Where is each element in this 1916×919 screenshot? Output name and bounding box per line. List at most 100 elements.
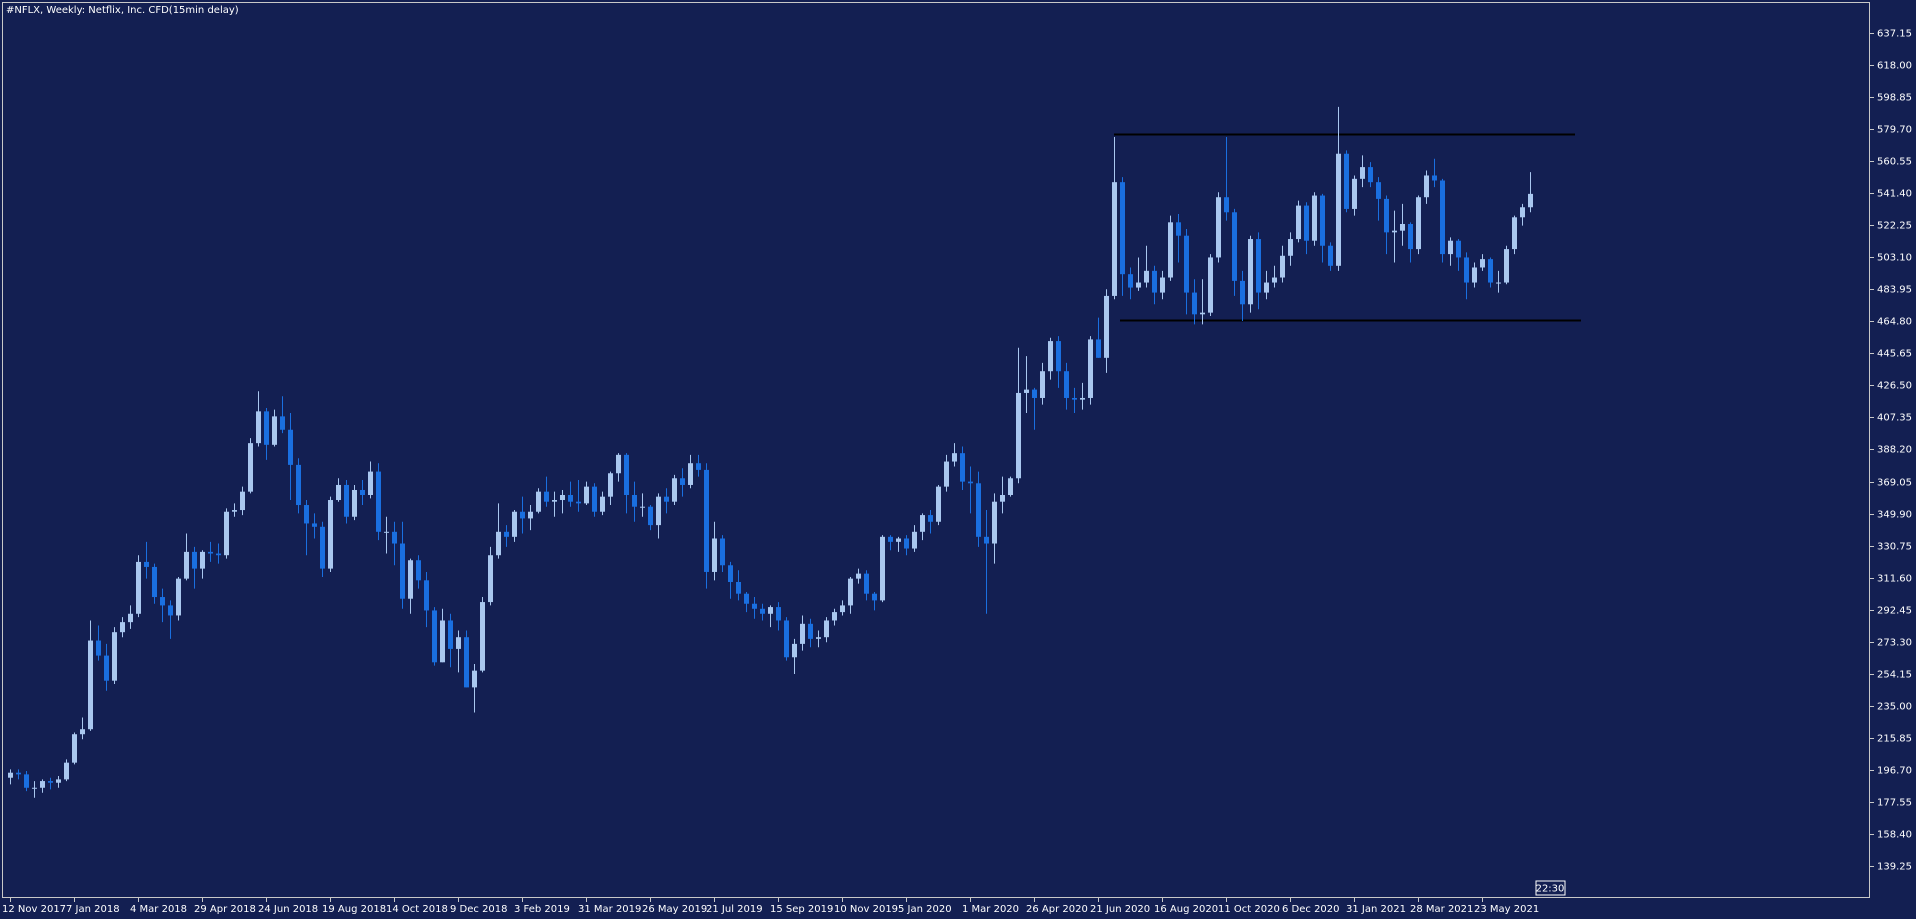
x-tick-label: 6 Dec 2020 (1282, 904, 1340, 915)
candle-body (192, 551, 197, 569)
candle-body (616, 454, 621, 474)
candle-body (1080, 397, 1085, 400)
candle-body (1392, 230, 1397, 233)
candle-body (1232, 212, 1237, 281)
candle-body (160, 597, 165, 606)
candle-body (64, 762, 69, 780)
candle-body (544, 491, 549, 502)
candle-body (792, 643, 797, 658)
y-tick-label: 158.40 (1877, 830, 1912, 841)
candle-body (752, 603, 757, 609)
candle-body (1504, 249, 1509, 283)
candle-body (240, 491, 245, 511)
candle-body (1448, 240, 1453, 255)
candle-body (352, 489, 357, 517)
candle-body (592, 486, 597, 512)
candle-body (776, 607, 781, 621)
candle-body (1120, 182, 1125, 275)
x-tick-label: 3 Feb 2019 (514, 904, 570, 915)
candle-body (1144, 270, 1149, 283)
candle-body (1040, 371, 1045, 398)
candle-body (528, 511, 533, 519)
candle-body (768, 607, 773, 614)
candle-body (216, 553, 221, 556)
candle-body (568, 494, 573, 502)
x-tick-label: 5 Jan 2020 (898, 904, 952, 915)
candle-body (816, 637, 821, 639)
candle-body (928, 515, 933, 522)
candle-body (392, 531, 397, 544)
candle-body (464, 637, 469, 688)
candle-body (1416, 197, 1421, 250)
candle-body (328, 500, 333, 569)
candle-body (1088, 339, 1093, 398)
x-tick-label: 4 Mar 2018 (130, 904, 187, 915)
candle-body (408, 560, 413, 599)
candle-body (784, 620, 789, 658)
candle-body (832, 612, 837, 621)
y-tick-label: 139.25 (1877, 862, 1912, 873)
candle-body (1240, 280, 1245, 305)
candle-body (1312, 195, 1317, 241)
candle-body (1128, 274, 1133, 288)
candle-body (552, 500, 557, 502)
candle-body (704, 469, 709, 572)
candle-body (1520, 207, 1525, 218)
candle-body (368, 471, 373, 495)
candle-body (416, 560, 421, 581)
candle-body (992, 501, 997, 544)
candle-body (800, 623, 805, 644)
candle-body (1464, 257, 1469, 283)
x-tick-label: 28 Mar 2021 (1410, 904, 1473, 915)
candle-body (1264, 282, 1269, 293)
candle-body (952, 453, 957, 462)
candle-body (344, 484, 349, 517)
y-tick-label: 330.75 (1877, 542, 1912, 553)
candle-body (1152, 270, 1157, 293)
y-tick-label: 426.50 (1877, 381, 1912, 392)
candle-body (640, 506, 645, 508)
candle-body (680, 478, 685, 485)
y-tick-label: 464.80 (1877, 317, 1912, 328)
candle-body (1008, 478, 1013, 495)
y-tick-label: 196.70 (1877, 766, 1912, 777)
x-tick-label: 31 Mar 2019 (578, 904, 641, 915)
candle-body (1328, 245, 1333, 266)
candle-body (1248, 239, 1253, 305)
candle-body (688, 463, 693, 485)
candle-body (48, 781, 53, 783)
candle-body (136, 561, 141, 614)
candle-body (448, 620, 453, 649)
candle-body (1024, 389, 1029, 393)
candle-body (1528, 193, 1533, 208)
x-tick-label: 16 Aug 2020 (1154, 904, 1218, 915)
candle-body (488, 555, 493, 603)
candle-body (504, 531, 509, 537)
x-tick-label: 12 Nov 2017 (2, 904, 66, 915)
candle-body (736, 581, 741, 594)
candle-body (888, 536, 893, 542)
candle-body (872, 593, 877, 601)
x-tick-label: 26 Apr 2020 (1026, 904, 1088, 915)
candle-body (1072, 397, 1077, 400)
candle-body (744, 593, 749, 604)
y-tick-label: 215.85 (1877, 734, 1912, 745)
candle-body (920, 515, 925, 532)
x-tick-label: 10 Nov 2019 (834, 904, 898, 915)
candle-body (200, 551, 205, 569)
x-tick-label: 21 Jul 2019 (706, 904, 763, 915)
candle-body (1016, 392, 1021, 479)
x-tick-label: 29 Apr 2018 (194, 904, 256, 915)
y-tick-label: 177.55 (1877, 798, 1912, 809)
candle-body (104, 655, 109, 681)
candle-body (32, 787, 37, 789)
candle-body (1136, 282, 1141, 288)
candle-body (1064, 371, 1069, 398)
candle-body (864, 573, 869, 594)
candle-body (1192, 292, 1197, 315)
y-tick-label: 407.35 (1877, 413, 1912, 424)
candle-body (1000, 494, 1005, 502)
candle-body (608, 473, 613, 497)
candle-body (576, 501, 581, 504)
